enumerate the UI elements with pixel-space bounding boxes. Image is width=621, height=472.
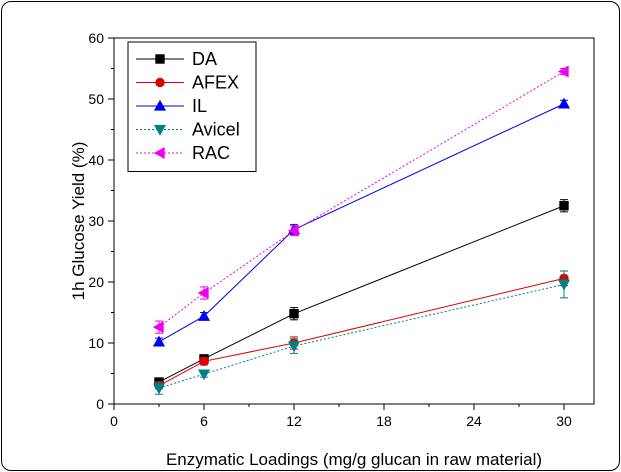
data-point — [197, 286, 209, 300]
legend-item: RAC — [136, 143, 230, 163]
legend-marker — [155, 77, 165, 88]
series-line — [158, 71, 565, 328]
data-point — [287, 224, 299, 237]
data-point — [152, 321, 164, 334]
data-point — [557, 279, 571, 291]
x-tick-label: 0 — [110, 413, 118, 429]
series-line — [158, 277, 565, 387]
legend-marker — [153, 146, 165, 160]
legend-marker — [155, 54, 165, 64]
x-tick-label: 24 — [466, 413, 482, 429]
legend-label: Avicel — [192, 120, 240, 140]
legend-label: DA — [192, 49, 217, 69]
series-afex — [154, 270, 569, 391]
y-axis-title: 1h Glucose Yield (%) — [69, 142, 88, 301]
series-avicel — [152, 270, 571, 395]
y-tick-label: 50 — [88, 91, 104, 107]
x-tick-label: 12 — [286, 413, 302, 429]
y-tick-label: 60 — [88, 30, 104, 46]
series-line — [158, 283, 565, 389]
legend-item: Avicel — [136, 120, 240, 140]
series-line — [158, 103, 565, 343]
y-tick-label: 20 — [88, 274, 104, 290]
legend-box — [127, 41, 257, 172]
series-line — [158, 205, 565, 383]
series-il — [152, 97, 571, 347]
y-tick-label: 40 — [88, 152, 104, 168]
data-point — [289, 309, 299, 319]
legend-item: AFEX — [136, 73, 239, 93]
data-point — [152, 335, 166, 347]
x-axis-title: Enzymatic Loadings (mg/g glucan in raw m… — [166, 450, 542, 469]
series-rac — [152, 65, 569, 334]
data-point — [559, 201, 569, 211]
data-point — [287, 341, 301, 353]
data-point — [199, 356, 209, 366]
legend-label: AFEX — [192, 73, 239, 93]
y-tick-label: 30 — [88, 213, 104, 229]
x-tick-label: 18 — [376, 413, 392, 429]
legend-marker — [153, 99, 167, 111]
y-tick-label: 0 — [96, 396, 104, 412]
legend-marker — [153, 124, 167, 136]
y-tick-label: 10 — [88, 335, 104, 351]
data-point — [152, 383, 166, 395]
data-point — [197, 369, 211, 381]
data-point — [557, 97, 571, 109]
legend-label: IL — [192, 96, 207, 116]
legend-label: RAC — [192, 143, 230, 163]
legend-item: DA — [136, 49, 217, 69]
legend-item: IL — [136, 96, 207, 116]
x-tick-label: 30 — [556, 413, 572, 429]
x-tick-label: 6 — [200, 413, 208, 429]
data-point — [557, 65, 569, 78]
data-point — [197, 309, 211, 321]
